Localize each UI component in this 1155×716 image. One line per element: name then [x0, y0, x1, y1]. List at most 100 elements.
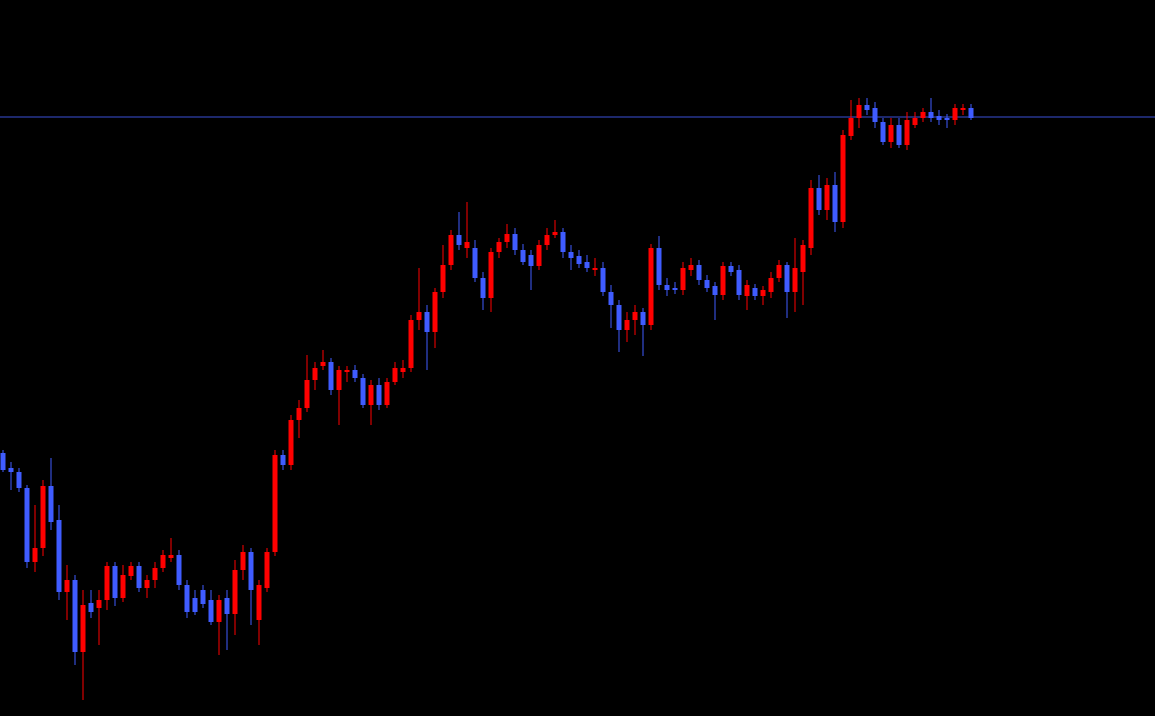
candle-body: [296, 408, 302, 420]
candle-body: [696, 265, 702, 280]
candle-body: [240, 552, 246, 570]
candle-body: [744, 285, 750, 296]
candle-body: [800, 245, 806, 272]
candle-body: [952, 108, 958, 120]
candle-body: [400, 368, 406, 372]
candle-body: [592, 268, 598, 270]
candle-body: [160, 555, 166, 568]
candle-body: [184, 585, 190, 612]
candle-body: [896, 125, 902, 145]
candle-body: [208, 600, 214, 622]
candle-body: [64, 580, 70, 592]
candle-body: [176, 555, 182, 585]
candle-body: [808, 188, 814, 248]
candle-body: [376, 385, 382, 405]
candle-body: [576, 256, 582, 264]
candle-body: [624, 320, 630, 330]
candle-body: [344, 370, 350, 372]
candle-body: [32, 548, 38, 562]
candle-body: [736, 270, 742, 295]
candle-body: [432, 292, 438, 332]
candle-body: [824, 185, 830, 210]
candle-body: [776, 265, 782, 278]
candle-body: [88, 603, 94, 612]
candle-body: [872, 108, 878, 122]
candle-body: [56, 520, 62, 592]
candle-body: [656, 248, 662, 285]
candle-body: [136, 566, 142, 588]
candle-body: [680, 268, 686, 290]
candle-body: [16, 472, 22, 488]
candle-body: [464, 242, 470, 248]
candle-body: [24, 488, 30, 562]
candle-body: [272, 455, 278, 552]
candle-body: [264, 552, 270, 588]
candle-body: [192, 598, 198, 612]
candle-body: [40, 486, 46, 548]
candle-body: [48, 486, 54, 522]
candle-body: [632, 312, 638, 320]
candle-body: [560, 232, 566, 252]
candle-body: [648, 248, 654, 325]
candle-body: [552, 232, 558, 235]
candle-body: [336, 370, 342, 390]
candle-body: [112, 566, 118, 598]
candle-body: [448, 235, 454, 265]
candle-body: [712, 286, 718, 295]
candle-body: [496, 242, 502, 252]
candle-body: [216, 600, 222, 622]
candle-body: [720, 266, 726, 295]
candle-body: [320, 362, 326, 366]
candle-body: [960, 108, 966, 110]
candle-body: [328, 362, 334, 390]
candle-body: [392, 368, 398, 382]
candle-body: [120, 575, 126, 598]
candle-body: [968, 108, 974, 118]
candle-body: [880, 122, 886, 142]
candle-body: [848, 118, 854, 136]
candle-body: [416, 312, 422, 320]
candle-body: [248, 552, 254, 590]
candle-body: [480, 278, 486, 298]
candle-body: [304, 380, 310, 408]
candle-body: [280, 455, 286, 465]
candle-body: [152, 568, 158, 580]
candle-body: [600, 268, 606, 292]
candle-body: [256, 585, 262, 620]
candle-body: [928, 112, 934, 118]
candle-body: [616, 305, 622, 330]
candle-body: [832, 185, 838, 222]
candle-body: [104, 566, 110, 600]
candle-body: [360, 378, 366, 405]
candle-body: [488, 252, 494, 298]
candle-body: [520, 250, 526, 262]
candle-body: [728, 266, 734, 272]
candle-body: [512, 234, 518, 250]
candle-body: [424, 312, 430, 332]
candle-body: [200, 590, 206, 604]
candle-body: [312, 368, 318, 380]
candle-body: [384, 382, 390, 405]
candle-body: [80, 605, 86, 652]
candle-body: [96, 600, 102, 608]
candle-body: [144, 580, 150, 588]
candle-body: [864, 105, 870, 110]
candle-body: [752, 288, 758, 296]
candle-body: [816, 188, 822, 210]
candle-body: [784, 265, 790, 292]
candle-body: [840, 135, 846, 222]
candle-body: [768, 278, 774, 292]
candle-body: [672, 288, 678, 290]
candle-body: [352, 370, 358, 378]
candle-body: [936, 116, 942, 120]
candle-body: [408, 320, 414, 368]
candle-body: [232, 570, 238, 614]
candle-body: [440, 265, 446, 292]
candle-body: [608, 292, 614, 305]
candle-body: [168, 555, 174, 558]
candle-body: [72, 580, 78, 652]
candle-body: [544, 235, 550, 245]
candle-body: [0, 453, 6, 470]
candle-body: [704, 280, 710, 288]
